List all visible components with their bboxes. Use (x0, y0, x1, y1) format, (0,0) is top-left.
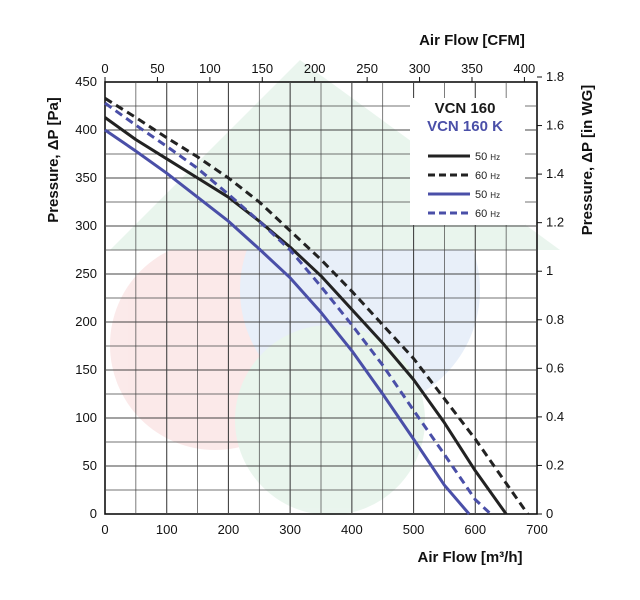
legend-entry-label: 50 Hz (475, 189, 500, 201)
curves (104, 97, 529, 516)
series-line-0 (104, 116, 508, 515)
right-tick-label: 1.4 (546, 166, 564, 181)
legend-entry-label: 50 Hz (475, 151, 500, 163)
legend-entry-label: 60 Hz (475, 208, 500, 220)
legend: VCN 160 VCN 160 K 50 Hz 60 Hz 50 Hz 60 Hz (410, 98, 525, 225)
x-tick-label: 500 (403, 522, 425, 537)
y-tick-label: 100 (75, 410, 97, 425)
y-axis-title-left: Pressure, ΔP [Pa] (45, 97, 62, 223)
y-tick-label: 0 (90, 506, 97, 521)
top-tick-label: 200 (304, 61, 326, 76)
x-tick-label: 600 (464, 522, 486, 537)
series-line-1 (104, 97, 529, 515)
top-tick-label: 300 (409, 61, 431, 76)
legend-entry-label: 60 Hz (475, 170, 500, 182)
right-tick-label: 0.8 (546, 312, 564, 327)
right-tick-label: 1.6 (546, 118, 564, 133)
right-tick-label: 0 (546, 506, 553, 521)
y-tick-label: 400 (75, 122, 97, 137)
y-tick-label: 50 (83, 458, 97, 473)
left-axis-ticks: 0 50 100 150 200 250 300 350 400 450 (75, 74, 97, 521)
top-tick-label: 150 (251, 61, 273, 76)
bottom-axis-ticks: 0 100 200 300 400 500 600 700 (101, 522, 547, 537)
right-tick-label: 1.8 (546, 69, 564, 84)
x-tick-label: 100 (156, 522, 178, 537)
x-tick-label: 700 (526, 522, 548, 537)
y-tick-label: 250 (75, 266, 97, 281)
top-tick-label: 100 (199, 61, 221, 76)
right-tick-label: 0.4 (546, 409, 564, 424)
top-tick-label: 350 (461, 61, 483, 76)
series-line-3 (104, 101, 492, 516)
x-axis-title-top: Air Flow [CFM] (419, 32, 525, 49)
legend-group-title-1: VCN 160 (435, 100, 496, 117)
x-axis-title-bottom: Air Flow [m³/h] (418, 549, 523, 566)
top-tick-label: 50 (150, 61, 164, 76)
x-tick-label: 200 (218, 522, 240, 537)
y-tick-label: 350 (75, 170, 97, 185)
y-tick-label: 150 (75, 362, 97, 377)
top-tick-label: 400 (514, 61, 536, 76)
top-tick-label: 0 (101, 61, 108, 76)
legend-box (410, 98, 525, 225)
x-tick-label: 400 (341, 522, 363, 537)
x-tick-label: 0 (101, 522, 108, 537)
right-axis-ticks: 0 0.2 0.4 0.6 0.8 1 1.2 1.4 1.6 1.8 (537, 69, 564, 521)
top-tick-label: 250 (356, 61, 378, 76)
top-axis-ticks: 0 50 100 150 200 250 300 350 400 (101, 61, 535, 82)
y-tick-label: 200 (75, 314, 97, 329)
right-tick-label: 0.6 (546, 360, 564, 375)
right-tick-label: 1.2 (546, 215, 564, 230)
right-tick-label: 0.2 (546, 457, 564, 472)
y-axis-title-right: Pressure, ΔP [in WG] (579, 85, 596, 236)
legend-group-title-2: VCN 160 K (427, 118, 503, 135)
y-tick-label: 450 (75, 74, 97, 89)
x-tick-label: 300 (279, 522, 301, 537)
series-line-2 (104, 128, 471, 515)
y-tick-label: 300 (75, 218, 97, 233)
right-tick-label: 1 (546, 263, 553, 278)
